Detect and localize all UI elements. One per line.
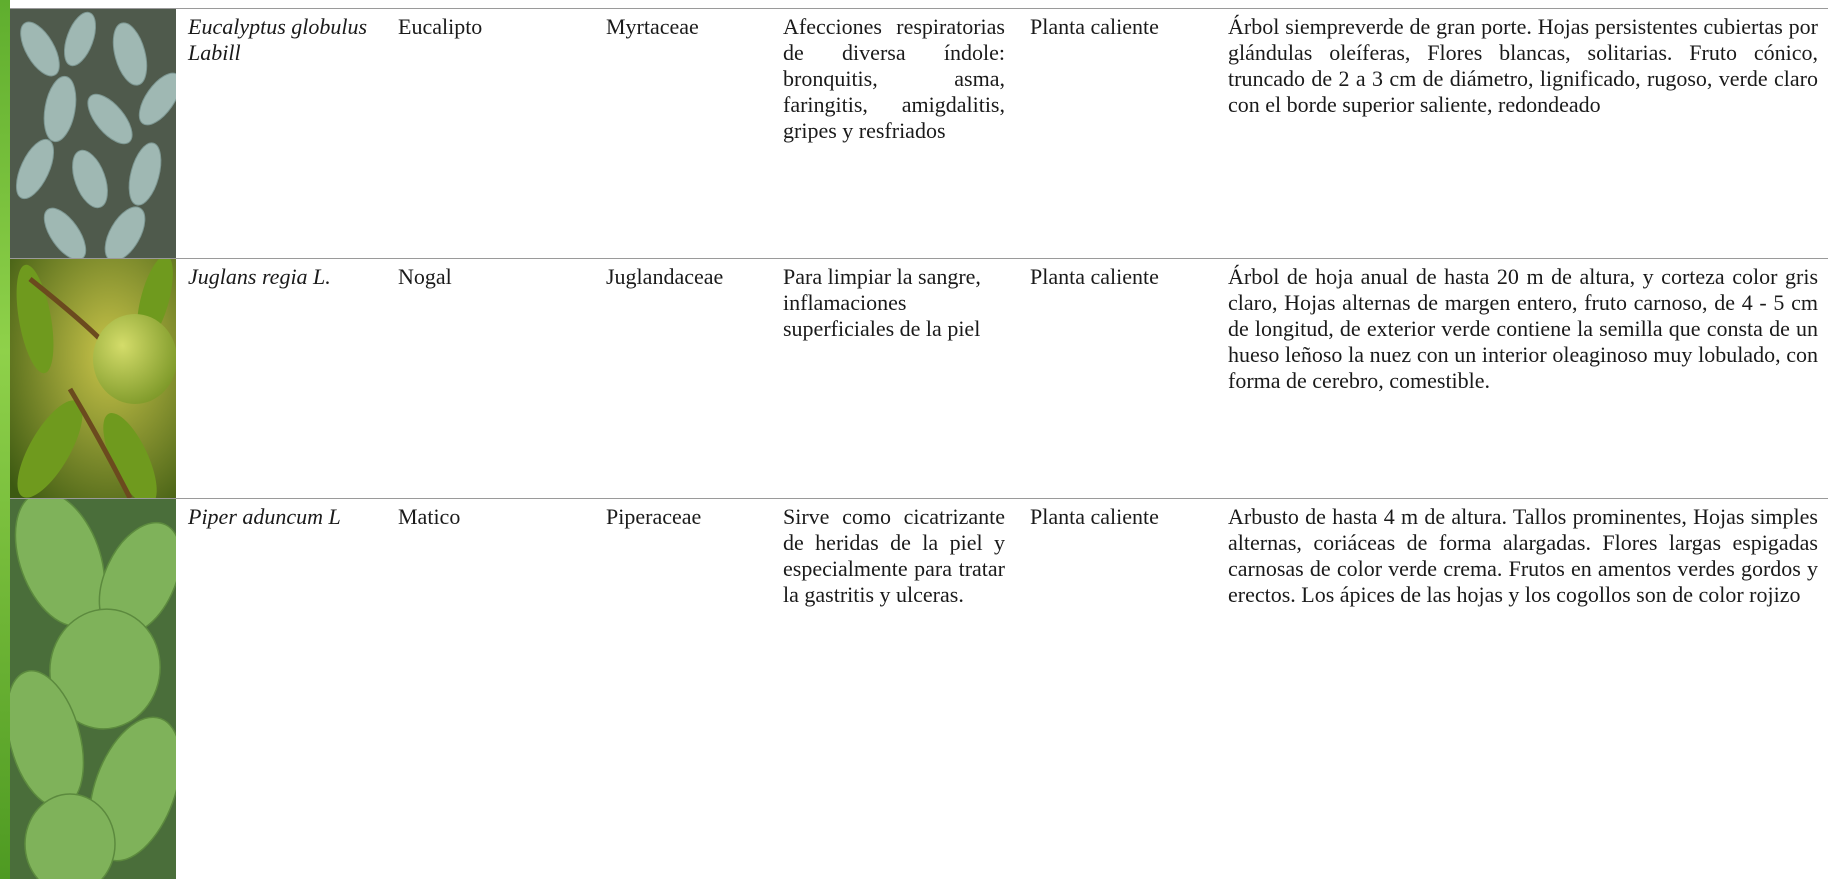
side-strip (0, 0, 10, 879)
description: Árbol de hoja anual de hasta 20 m de alt… (1228, 264, 1818, 393)
scientific-name: Juglans regia L. (188, 264, 331, 289)
description: Árbol siempreverde de gran porte. Hojas … (1228, 14, 1818, 117)
photo-matico (10, 499, 176, 879)
uses: Sirve como cicatrizante de heridas de la… (783, 504, 1005, 607)
common-name: Nogal (398, 264, 452, 289)
row-divider (10, 498, 1828, 499)
plant-type: Planta caliente (1030, 264, 1159, 289)
scientific-name: Piper aduncum L (188, 504, 341, 529)
row-divider (10, 258, 1828, 259)
family: Myrtaceae (606, 14, 699, 39)
photo-eucalyptus (10, 9, 176, 258)
family: Juglandaceae (606, 264, 724, 289)
photo-walnut (10, 259, 176, 498)
plant-photo (10, 499, 176, 879)
scientific-name: Eucalyptus globulus Labill (188, 14, 368, 65)
plant-photo (10, 259, 176, 498)
uses: Para limpiar la sangre, inflamaciones su… (783, 264, 981, 341)
plant-type: Planta caliente (1030, 14, 1159, 39)
family: Piperaceae (606, 504, 702, 529)
description: Arbusto de hasta 4 m de altura. Tallos p… (1228, 504, 1818, 607)
plant-photo (10, 9, 176, 258)
row-divider (10, 8, 1828, 9)
common-name: Eucalipto (398, 14, 483, 39)
plant-type: Planta caliente (1030, 504, 1159, 529)
uses: Afecciones respiratorias de diversa índo… (783, 14, 1005, 143)
common-name: Matico (398, 504, 461, 529)
